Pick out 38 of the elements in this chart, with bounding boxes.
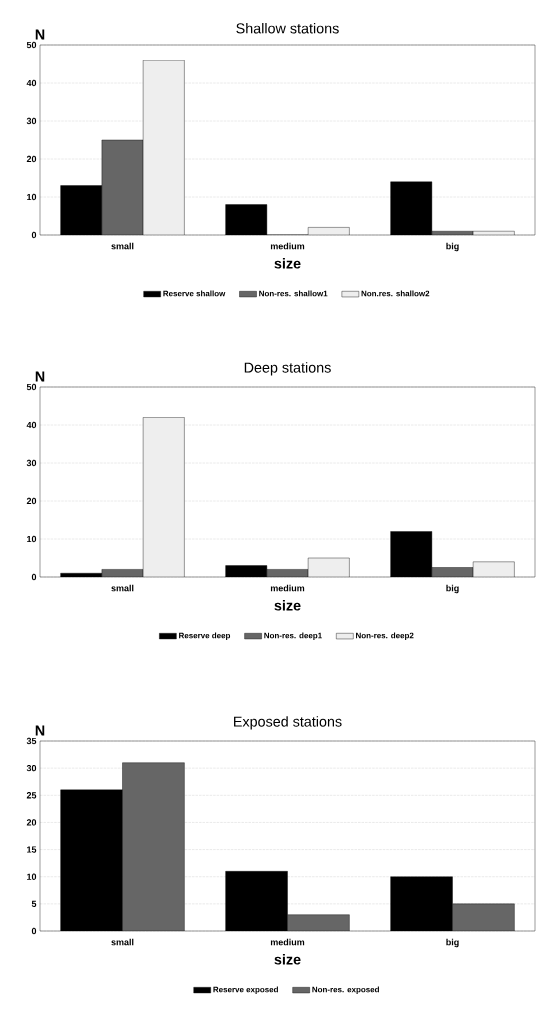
- y-tick-label: 0: [31, 927, 37, 935]
- y-tick-label: 10: [27, 193, 37, 201]
- x-tick-label: small: [111, 242, 134, 250]
- x-axis-title: size: [274, 258, 301, 269]
- y-tick-label: 10: [27, 873, 37, 880]
- y-tick-label: 0: [31, 231, 37, 239]
- y-tick-label: 25: [26, 792, 37, 799]
- chart-title: Exposed stations: [234, 716, 342, 730]
- chart-title: Shallow stations: [236, 22, 339, 34]
- y-tick-label: 40: [26, 79, 37, 87]
- x-axis-title: size: [274, 954, 301, 965]
- y-tick-label: 5: [31, 900, 37, 907]
- x-axis-title: size: [274, 600, 301, 611]
- y-tick-label: 10: [27, 535, 37, 543]
- x-tick-label: big: [446, 938, 459, 948]
- y-tick-label: 30: [26, 764, 37, 772]
- y-axis-title: N: [35, 725, 45, 736]
- y-tick-label: 20: [26, 819, 37, 826]
- y-tick-label: 50: [26, 383, 37, 391]
- y-axis-title: N: [35, 29, 45, 40]
- y-tick-label: 20: [26, 497, 37, 505]
- y-tick-label: 30: [26, 117, 37, 125]
- y-tick-label: 30: [26, 459, 37, 467]
- y-axis-title: N: [35, 371, 45, 382]
- x-tick-label: medium: [270, 938, 305, 946]
- x-tick-label: medium: [270, 584, 305, 592]
- y-tick-label: 35: [26, 737, 37, 745]
- y-tick-label: 0: [31, 573, 37, 581]
- y-tick-label: 20: [26, 155, 37, 163]
- x-tick-label: big: [446, 584, 459, 594]
- y-tick-label: 40: [26, 421, 37, 429]
- y-tick-label: 15: [27, 846, 37, 853]
- x-tick-label: big: [446, 242, 459, 252]
- x-tick-label: small: [111, 584, 134, 592]
- chart-title: Deep stations: [244, 362, 331, 376]
- y-tick-label: 50: [26, 41, 37, 49]
- x-tick-label: medium: [270, 242, 305, 250]
- x-tick-label: small: [111, 938, 134, 946]
